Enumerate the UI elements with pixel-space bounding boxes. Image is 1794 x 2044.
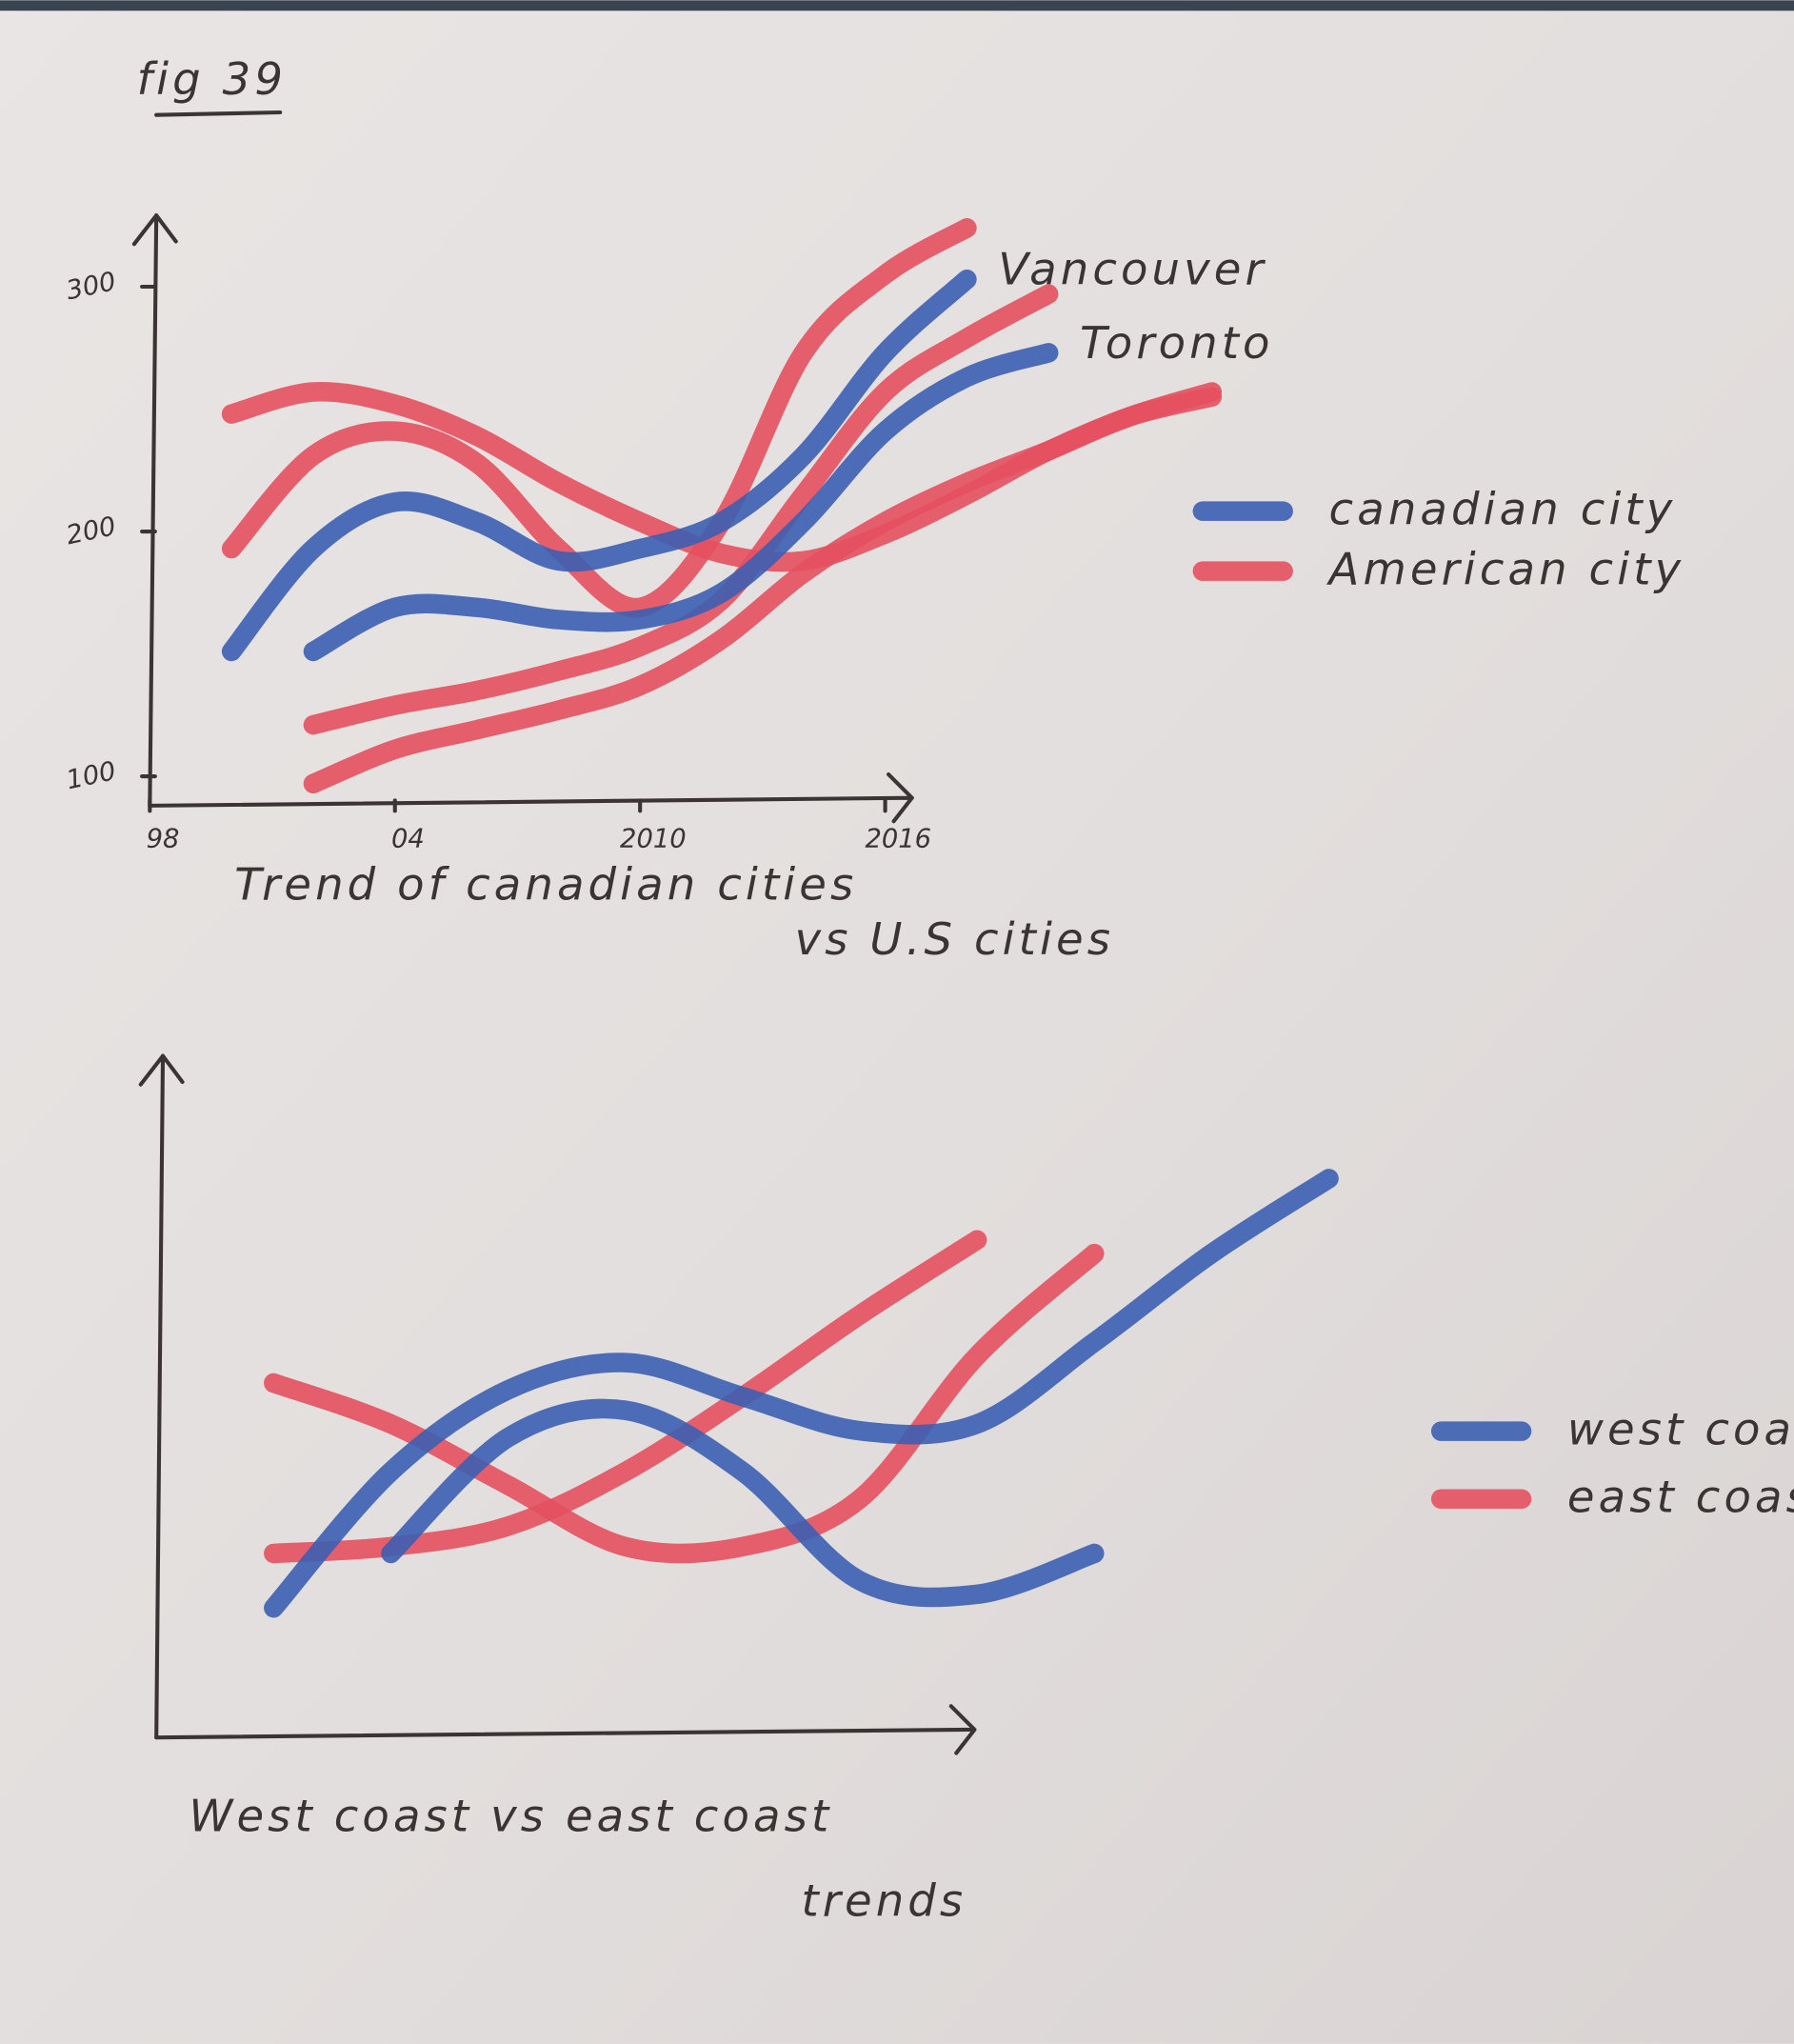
series-line [381, 1398, 1105, 1608]
series-line [264, 1169, 1339, 1618]
x-tick-label: 98 [147, 825, 180, 854]
series-line [264, 1243, 1105, 1564]
chart-title: Trend of canadian cities [234, 858, 857, 910]
figure-label: fig 39 [137, 53, 287, 105]
series-label: Toronto [1080, 317, 1274, 369]
legend-label: American city [1326, 543, 1685, 594]
series-line [303, 284, 1059, 735]
series-line [303, 387, 1223, 794]
legend-label: east coast [1567, 1471, 1794, 1522]
chart-subtitle: vs U.S cities [795, 913, 1114, 965]
x-tick-label: 2010 [620, 825, 687, 854]
x-tick-label: 2016 [865, 825, 931, 854]
series-line [221, 218, 977, 618]
series-line [221, 270, 977, 662]
legend-label: west coast [1567, 1403, 1794, 1454]
figure-underline [154, 110, 283, 117]
top-edge [0, 0, 1794, 11]
chart-title: West coast vs east coast [189, 1791, 832, 1842]
legend-label: canadian city [1329, 483, 1677, 534]
chart-subtitle: trends [801, 1875, 967, 1927]
y-axis [138, 1053, 185, 1740]
y-axis [131, 213, 178, 808]
x-axis [154, 1704, 977, 1755]
series-label: Vancouver [998, 244, 1266, 295]
x-tick-label: 04 [391, 825, 425, 854]
series-line [303, 343, 1059, 662]
x-axis [148, 772, 914, 824]
